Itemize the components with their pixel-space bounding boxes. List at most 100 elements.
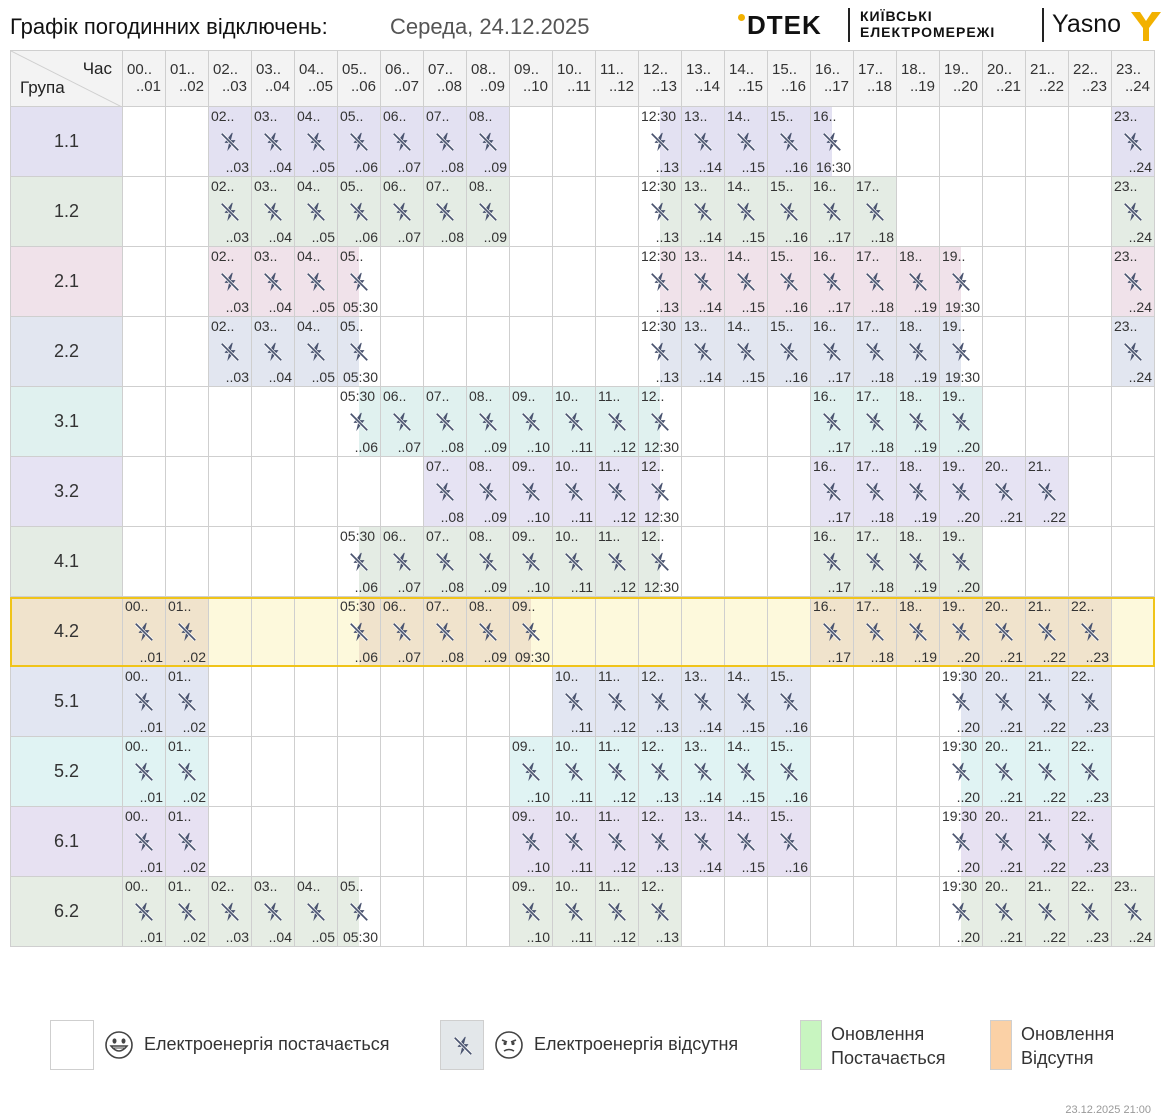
cell-end-time: ..06 — [354, 579, 378, 595]
schedule-cell: 00.. ..01 — [123, 737, 166, 807]
schedule-cell — [854, 107, 897, 177]
cell-end-time: ..22 — [1042, 859, 1066, 875]
hour-column-header: 07.. ..08 — [424, 50, 467, 107]
schedule-cell — [381, 317, 424, 387]
hour-column-header: 17.. ..18 — [854, 50, 897, 107]
schedule-cell — [1112, 667, 1155, 737]
schedule-cell — [1026, 247, 1069, 317]
schedule-cell — [1026, 527, 1069, 597]
cell-start-time: 21.. — [1028, 598, 1052, 614]
cell-end-time: ..20 — [956, 859, 980, 875]
cell-start-time: 20.. — [985, 878, 1009, 894]
cell-end-time: ..24 — [1128, 929, 1152, 945]
schedule-cell: 12:30 ..13 — [639, 317, 682, 387]
schedule-cell: 15.. ..16 — [768, 667, 811, 737]
cell-start-time: 08.. — [469, 178, 493, 194]
no-power-icon — [563, 901, 585, 923]
cell-end-time: ..11 — [570, 509, 593, 525]
group-label[interactable]: 5.2 — [10, 737, 123, 807]
outage-fill — [639, 387, 660, 456]
cell-end-time: ..07 — [397, 229, 421, 245]
hour-start: 21.. — [1030, 61, 1056, 78]
schedule-cell: 13.. ..14 — [682, 247, 725, 317]
schedule-cell: 20.. ..21 — [983, 667, 1026, 737]
no-power-icon — [821, 411, 843, 433]
schedule-cell: 21.. ..22 — [1026, 807, 1069, 877]
cell-end-time: ..19 — [913, 509, 937, 525]
schedule-cell: 14.. ..15 — [725, 247, 768, 317]
schedule-cell — [682, 597, 725, 667]
no-power-icon — [176, 621, 198, 643]
schedule-cell: 23.. ..24 — [1112, 107, 1155, 177]
schedule-cell: 05.. ..06 — [338, 177, 381, 247]
cell-start-time: 02.. — [211, 878, 235, 894]
cell-end-time: ..16 — [784, 719, 808, 735]
group-label[interactable]: 1.1 — [10, 107, 123, 177]
group-label[interactable]: 3.1 — [10, 387, 123, 457]
cell-end-time: ..11 — [570, 439, 593, 455]
header: Графік погодинних відключень: Середа, 24… — [10, 8, 1161, 48]
hour-column-header: 15.. ..16 — [768, 50, 811, 107]
hour-start: 09.. — [514, 61, 540, 78]
cell-end-time: 12:30 — [643, 579, 679, 595]
hour-end: ..01 — [135, 78, 161, 95]
schedule-cell — [983, 527, 1026, 597]
cell-end-time: ..17 — [827, 439, 851, 455]
hour-column-header: 13.. ..14 — [682, 50, 725, 107]
cell-start-time: 10.. — [555, 878, 579, 894]
group-label[interactable]: 3.2 — [10, 457, 123, 527]
group-label[interactable]: 4.1 — [10, 527, 123, 597]
group-label[interactable]: 2.1 — [10, 247, 123, 317]
schedule-cell — [1069, 177, 1112, 247]
happy-face-icon — [104, 1030, 134, 1060]
schedule-cell: 14.. ..15 — [725, 107, 768, 177]
no-power-icon — [649, 901, 671, 923]
hour-end: ..05 — [307, 78, 333, 95]
schedule-cell — [897, 807, 940, 877]
group-label[interactable]: 1.2 — [10, 177, 123, 247]
cell-end-time: ..08 — [440, 579, 464, 595]
schedule-cell: 02.. ..03 — [209, 877, 252, 947]
schedule-cell: 14.. ..15 — [725, 667, 768, 737]
no-power-icon — [133, 691, 155, 713]
no-power-icon — [219, 131, 241, 153]
no-power-icon — [692, 201, 714, 223]
hour-column-header: 23.. ..24 — [1112, 50, 1155, 107]
schedule-cell: 12:30 ..13 — [639, 177, 682, 247]
no-power-icon — [453, 1036, 473, 1056]
hour-end: ..20 — [952, 78, 978, 95]
group-label[interactable]: 6.1 — [10, 807, 123, 877]
schedule-cell: 23.. ..24 — [1112, 177, 1155, 247]
group-label[interactable]: 2.2 — [10, 317, 123, 387]
schedule-cell: 06.. ..07 — [381, 387, 424, 457]
schedule-cell — [596, 177, 639, 247]
schedule-cell: 23.. ..24 — [1112, 247, 1155, 317]
cell-start-time: 21.. — [1028, 668, 1052, 684]
cell-start-time: 12.. — [641, 808, 665, 824]
cell-start-time: 11.. — [598, 738, 621, 754]
schedule-cell: 02.. ..03 — [209, 317, 252, 387]
group-label[interactable]: 5.1 — [10, 667, 123, 737]
cell-end-time: ..14 — [698, 719, 722, 735]
cell-start-time: 11.. — [598, 458, 621, 474]
cell-start-time: 14.. — [727, 738, 751, 754]
no-power-icon — [305, 131, 327, 153]
cell-end-time: ..20 — [956, 929, 980, 945]
schedule-cell: 11.. ..12 — [596, 667, 639, 737]
schedule-cell: 07.. ..08 — [424, 597, 467, 667]
legend-on-label: Електроенергія постачається — [144, 1034, 390, 1054]
schedule-cell — [983, 387, 1026, 457]
group-label[interactable]: 6.2 — [10, 877, 123, 947]
schedule-cell — [940, 177, 983, 247]
no-power-icon — [434, 201, 456, 223]
group-label[interactable]: 4.2 — [10, 597, 123, 667]
cell-start-time: 07.. — [426, 528, 450, 544]
schedule-cell: 01.. ..02 — [166, 807, 209, 877]
schedule-cell — [854, 807, 897, 877]
cell-start-time: 16.. — [813, 248, 837, 264]
schedule-cell: 23.. ..24 — [1112, 877, 1155, 947]
schedule-cell: 09.. ..10 — [510, 737, 553, 807]
outage-fill — [940, 317, 961, 386]
schedule-cell: 19.. ..20 — [940, 457, 983, 527]
cell-end-time: ..11 — [570, 719, 593, 735]
